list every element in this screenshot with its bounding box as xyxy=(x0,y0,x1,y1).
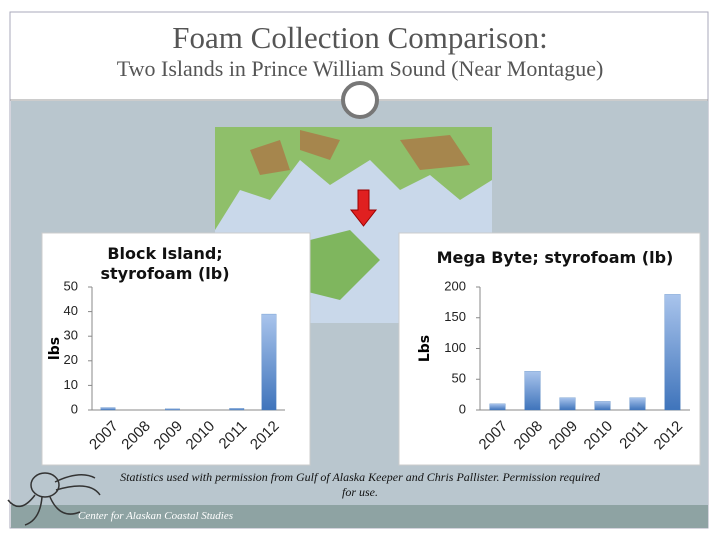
octopus-drawing xyxy=(7,472,101,526)
bar xyxy=(489,403,506,411)
bar xyxy=(629,397,646,411)
y-axis-label: lbs xyxy=(47,337,63,360)
bar xyxy=(229,408,245,411)
y-tick-label: 30 xyxy=(64,328,78,343)
footer-bar xyxy=(11,505,708,528)
bar xyxy=(594,401,611,411)
y-tick-label: 200 xyxy=(444,278,466,293)
bar xyxy=(165,408,180,411)
bar xyxy=(559,397,576,411)
bar xyxy=(100,407,116,411)
map-terrain xyxy=(250,130,470,175)
chart-title: Mega Byte; styrofoam (lb) xyxy=(436,248,674,267)
bar xyxy=(261,313,277,411)
y-tick-label: 50 xyxy=(64,278,78,293)
chart-title: Block Island; styrofoam (lb) xyxy=(100,244,230,283)
red-arrow xyxy=(349,189,378,227)
header-ornament xyxy=(341,81,379,119)
chart-box xyxy=(398,232,701,466)
bar xyxy=(524,371,541,411)
y-tick-label: 40 xyxy=(64,303,78,318)
y-tick-label: 50 xyxy=(452,371,466,386)
footer-text: Center for Alaskan Coastal Studies xyxy=(78,510,234,522)
slide-title: Foam Collection Comparison: xyxy=(172,20,548,55)
y-tick-label: 0 xyxy=(459,401,466,416)
y-tick-label: 0 xyxy=(71,401,78,416)
y-tick-label: 10 xyxy=(64,377,78,392)
bar xyxy=(664,294,681,411)
caption: Statistics used with permission from Gul… xyxy=(120,470,600,499)
y-tick-label: 100 xyxy=(444,340,466,355)
y-tick-label: 20 xyxy=(64,352,78,367)
y-axis-label: Lbs xyxy=(417,335,433,362)
slide-subtitle: Two Islands in Prince William Sound (Nea… xyxy=(116,56,604,81)
y-tick-label: 150 xyxy=(444,309,466,324)
